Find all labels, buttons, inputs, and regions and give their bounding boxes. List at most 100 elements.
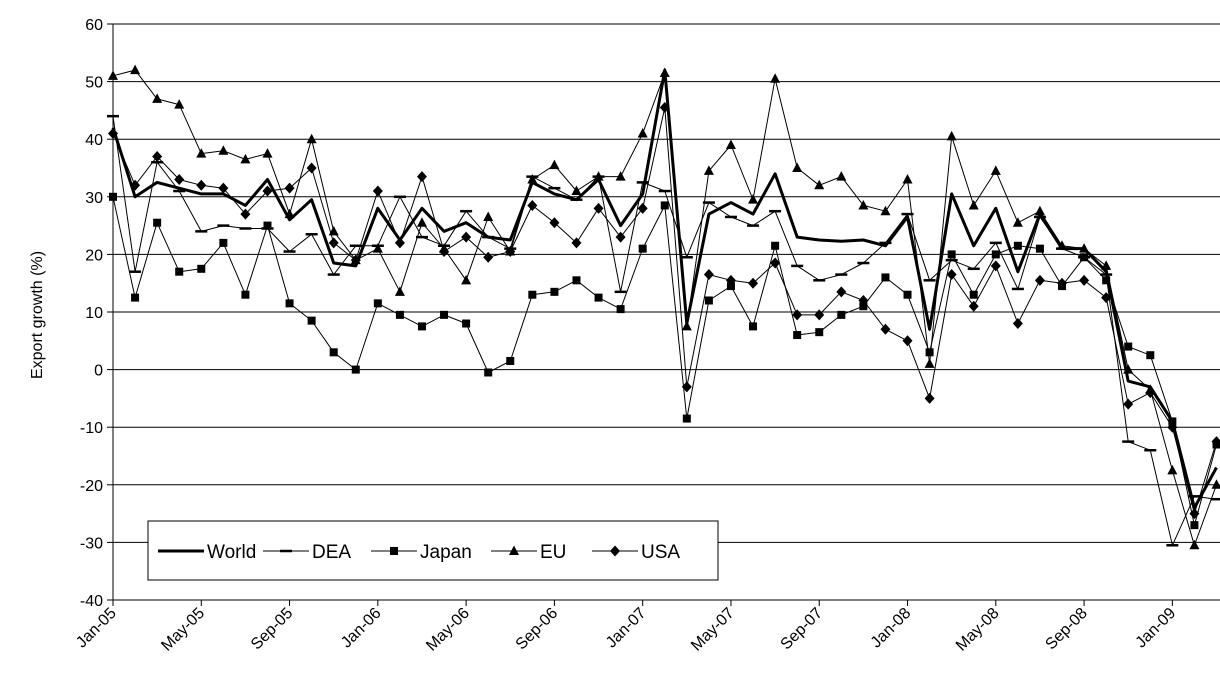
point-usa <box>196 179 207 191</box>
series-line-usa <box>112 107 1217 515</box>
point-usa <box>108 127 118 139</box>
point-eu <box>1012 217 1023 227</box>
point-usa <box>218 182 229 194</box>
point-usa <box>527 199 538 211</box>
point-japan <box>329 348 338 357</box>
point-eu <box>196 148 207 158</box>
point-japan <box>153 218 162 227</box>
legend-marker-usa <box>610 545 620 557</box>
point-usa <box>328 237 339 249</box>
point-japan <box>991 250 1000 259</box>
point-eu <box>814 179 825 190</box>
x-tick-label: Sep-08 <box>1042 605 1091 654</box>
point-usa <box>439 246 450 258</box>
point-usa <box>1057 277 1068 289</box>
y-tick-label: 20 <box>85 247 103 264</box>
point-japan <box>925 348 934 357</box>
point-usa <box>152 150 163 162</box>
point-japan <box>241 290 250 299</box>
point-japan <box>572 276 581 285</box>
point-eu <box>968 199 979 210</box>
series-line-eu <box>112 69 1217 546</box>
point-usa <box>792 309 803 321</box>
point-usa <box>593 202 604 214</box>
series-line-japan <box>112 196 1217 526</box>
point-japan <box>373 299 382 308</box>
point-usa <box>461 231 472 243</box>
point-eu <box>461 274 472 285</box>
point-usa <box>637 202 648 214</box>
x-tick-label: Jan-09 <box>1133 605 1180 652</box>
point-japan <box>859 302 868 311</box>
point-japan <box>550 287 559 296</box>
point-japan <box>704 296 713 305</box>
point-eu <box>394 286 405 296</box>
point-eu <box>372 243 383 253</box>
point-eu <box>130 64 141 75</box>
y-tick-label: 10 <box>85 305 103 322</box>
legend-marker-eu <box>509 545 519 555</box>
point-japan <box>351 365 360 374</box>
point-japan <box>837 310 846 319</box>
point-usa <box>1012 318 1023 330</box>
point-japan <box>969 290 978 299</box>
point-usa <box>394 237 405 249</box>
point-usa <box>814 309 825 321</box>
y-tick-label: 40 <box>85 132 103 149</box>
y-tick-label: -40 <box>80 593 103 610</box>
point-eu <box>1167 464 1178 475</box>
point-usa <box>968 300 979 312</box>
point-usa <box>571 237 582 249</box>
y-tick-label: -30 <box>80 535 103 552</box>
point-eu <box>571 185 582 196</box>
point-usa <box>681 381 692 393</box>
legend-marker-japan <box>390 547 398 555</box>
point-eu <box>174 99 185 109</box>
point-japan <box>594 293 603 302</box>
point-japan <box>506 356 515 365</box>
series-usa <box>108 102 1220 520</box>
point-eu <box>416 217 427 227</box>
point-usa <box>725 274 736 286</box>
y-axis-label: Export growth (%) <box>29 251 46 379</box>
point-usa <box>902 335 913 347</box>
point-eu <box>615 171 626 181</box>
legend-label-japan: Japan <box>420 542 472 563</box>
point-japan <box>395 310 404 319</box>
point-japan <box>175 267 184 276</box>
point-eu <box>527 174 538 184</box>
point-eu <box>593 171 604 181</box>
point-usa <box>836 286 847 298</box>
point-eu <box>681 320 692 331</box>
y-tick-label: -10 <box>80 420 103 437</box>
point-usa <box>1167 421 1178 433</box>
point-eu <box>152 93 163 103</box>
x-tick-labels: Jan-05 May-05 Sep-05 Jan-06 May-06 Sep-06 Jan-… <box>73 605 1179 655</box>
point-usa <box>174 174 185 186</box>
point-eu <box>792 162 803 172</box>
y-tick-label: 50 <box>85 75 103 92</box>
point-eu <box>902 174 913 184</box>
point-japan <box>219 238 228 247</box>
point-eu <box>880 205 891 216</box>
point-eu <box>1101 260 1112 270</box>
point-eu <box>659 67 670 77</box>
point-japan <box>726 282 735 291</box>
point-eu <box>858 199 869 210</box>
point-usa <box>946 269 957 281</box>
point-usa <box>306 162 317 174</box>
series-lines <box>107 64 1220 550</box>
series-line-dea <box>112 116 1217 546</box>
point-eu <box>218 145 229 155</box>
point-japan <box>417 322 426 331</box>
y-tick-label: 60 <box>85 17 103 34</box>
point-eu <box>306 133 317 144</box>
point-japan <box>1102 276 1111 285</box>
point-eu <box>703 165 714 175</box>
point-japan <box>109 192 117 201</box>
x-tick-label: May-08 <box>953 605 1003 655</box>
legend-label-world: World <box>207 542 256 563</box>
point-japan <box>1124 342 1133 351</box>
y-tick-label: -20 <box>80 478 103 495</box>
